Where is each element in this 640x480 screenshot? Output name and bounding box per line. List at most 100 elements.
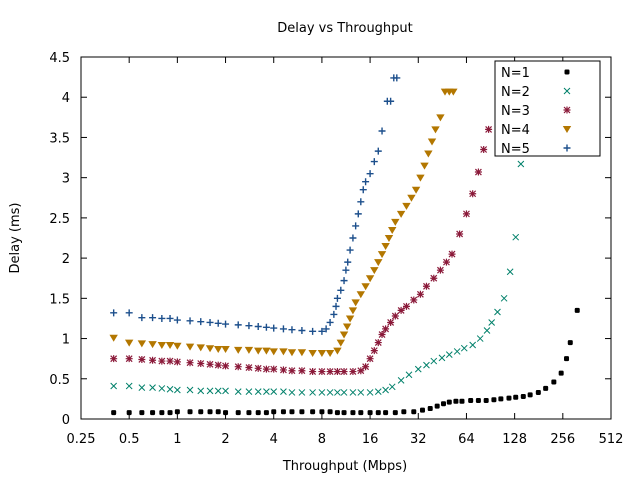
- data-point: [340, 389, 348, 396]
- data-point: [298, 327, 306, 335]
- data-point: [279, 348, 288, 356]
- chart-title: Delay vs Throughput: [277, 21, 413, 36]
- data-point: [207, 409, 213, 415]
- y-tick-label: 0: [62, 413, 70, 428]
- data-point: [318, 327, 326, 335]
- legend-label: N=3: [501, 104, 530, 119]
- data-point: [367, 410, 373, 416]
- data-point: [334, 389, 341, 396]
- legend-label: N=2: [501, 85, 530, 100]
- data-point: [214, 387, 222, 395]
- data-point: [317, 350, 327, 358]
- data-point: [197, 387, 205, 395]
- data-point: [148, 341, 157, 349]
- data-point: [362, 178, 370, 186]
- data-point: [459, 398, 465, 404]
- data-point: [392, 410, 398, 416]
- data-point: [270, 388, 278, 396]
- data-point: [488, 319, 496, 326]
- data-point: [214, 346, 223, 354]
- data-point: [474, 168, 482, 176]
- data-point: [405, 371, 413, 379]
- data-point: [271, 409, 277, 415]
- data-point: [396, 210, 406, 218]
- data-point: [124, 339, 134, 347]
- data-point: [344, 258, 352, 266]
- data-point: [370, 158, 378, 166]
- data-point: [374, 339, 382, 347]
- data-point: [366, 389, 374, 396]
- data-point: [196, 344, 205, 352]
- data-point: [325, 350, 335, 358]
- data-point: [357, 389, 365, 396]
- data-point: [374, 147, 382, 155]
- data-point: [453, 348, 461, 355]
- data-point: [456, 230, 464, 238]
- data-point: [349, 234, 357, 242]
- data-point: [357, 367, 365, 375]
- data-point: [438, 354, 446, 362]
- data-point: [125, 355, 133, 363]
- data-point: [297, 349, 307, 357]
- data-point: [359, 186, 367, 194]
- data-point: [370, 267, 379, 275]
- data-point: [366, 355, 374, 363]
- legend-marker: [563, 87, 571, 95]
- data-point: [517, 160, 525, 168]
- data-point: [381, 243, 390, 251]
- data-point: [280, 409, 286, 415]
- data-point: [402, 202, 411, 210]
- data-point: [416, 290, 424, 298]
- data-point: [498, 396, 504, 402]
- data-point: [340, 277, 348, 285]
- data-point: [262, 365, 270, 373]
- data-point: [126, 410, 132, 416]
- y-tick-label: 1.5: [49, 292, 70, 307]
- data-point: [382, 386, 389, 394]
- data-point: [206, 360, 214, 368]
- data-point: [158, 314, 166, 322]
- data-point: [397, 377, 405, 384]
- data-point: [387, 318, 395, 326]
- data-point: [349, 368, 357, 376]
- data-point: [388, 383, 396, 391]
- data-point: [365, 275, 375, 283]
- y-tick-label: 1: [62, 333, 70, 348]
- data-point: [234, 388, 242, 396]
- data-point: [186, 359, 194, 367]
- y-axis-title: Delay (ms): [8, 203, 23, 274]
- data-point: [337, 286, 345, 294]
- data-point: [378, 331, 386, 339]
- data-point: [391, 312, 399, 320]
- data-point: [333, 294, 341, 302]
- data-point: [246, 410, 252, 416]
- data-point: [149, 356, 157, 364]
- data-point: [173, 358, 181, 366]
- legend-label: N=5: [501, 142, 530, 157]
- data-point: [469, 190, 477, 198]
- legend-box: [494, 60, 601, 157]
- data-point: [475, 397, 481, 403]
- data-point: [111, 410, 117, 416]
- data-point: [308, 350, 317, 358]
- data-point: [270, 365, 278, 373]
- data-point: [289, 409, 295, 415]
- data-point: [387, 97, 395, 105]
- data-point: [469, 341, 477, 349]
- data-point: [350, 410, 356, 416]
- x-tick-label: 64: [458, 432, 475, 447]
- data-point: [326, 389, 334, 396]
- data-point: [157, 341, 167, 349]
- data-point: [551, 379, 557, 385]
- x-tick-label: 512: [599, 432, 624, 447]
- data-point: [345, 315, 355, 323]
- data-point: [205, 345, 215, 353]
- data-point: [330, 310, 338, 318]
- data-point: [411, 409, 417, 415]
- data-point: [139, 410, 145, 416]
- axis-ticks: 0.25 0.5 1 2 4 8 16 32 64 128 256 512 0 0.5 1 1.5 2 2.5 3 3…: [49, 51, 623, 447]
- data-point: [270, 324, 278, 332]
- data-point: [513, 394, 519, 400]
- data-point: [384, 235, 394, 242]
- data-point: [298, 367, 306, 375]
